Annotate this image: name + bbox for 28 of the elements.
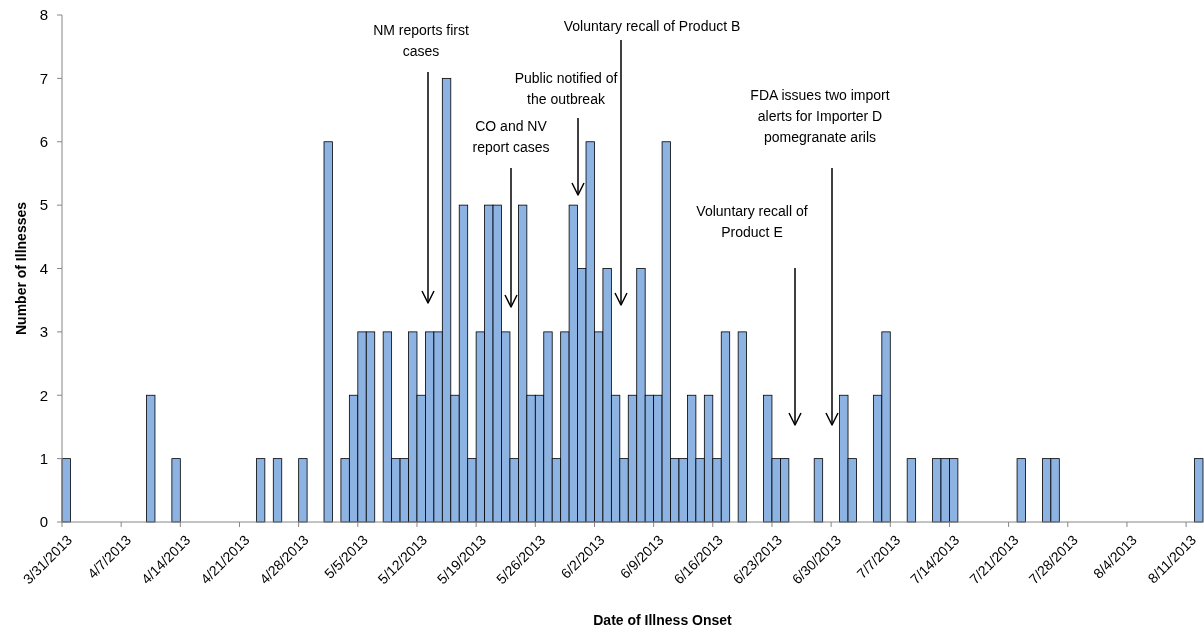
y-tick-label: 6 bbox=[39, 133, 48, 150]
bar bbox=[272, 458, 283, 523]
y-tick-label: 3 bbox=[39, 323, 48, 341]
y-tick-label: 1 bbox=[39, 449, 48, 467]
bar bbox=[255, 458, 266, 523]
bar bbox=[146, 394, 156, 523]
y-axis-title: Number of Illnesses bbox=[13, 201, 29, 336]
y-tick-label: 2 bbox=[39, 386, 48, 404]
bar bbox=[737, 331, 747, 523]
bar bbox=[298, 458, 308, 523]
bar bbox=[323, 141, 333, 523]
bar bbox=[1194, 458, 1204, 523]
annotation: Public notified of the outbreak bbox=[514, 69, 618, 107]
annotation: Voluntary recall of Product B bbox=[563, 17, 741, 34]
y-tick-label: 4 bbox=[39, 259, 48, 277]
bar bbox=[906, 458, 917, 523]
annotation: NM reports first cases bbox=[373, 21, 469, 59]
bar bbox=[171, 458, 181, 523]
bar bbox=[813, 458, 824, 523]
y-tick-label: 8 bbox=[39, 6, 48, 24]
annotation: FDA issues two import alerts for Importer D pomegranate arils bbox=[750, 86, 890, 145]
bar bbox=[1016, 458, 1026, 523]
x-axis-title: Date of Illness Onset bbox=[593, 612, 733, 628]
y-tick-label: 0 bbox=[39, 513, 48, 531]
y-tick-label: 7 bbox=[39, 69, 48, 87]
y-tick-label: 5 bbox=[39, 196, 48, 214]
annotation: CO and NV report cases bbox=[472, 117, 550, 155]
annotation: Voluntary recall of Product E bbox=[696, 202, 808, 240]
